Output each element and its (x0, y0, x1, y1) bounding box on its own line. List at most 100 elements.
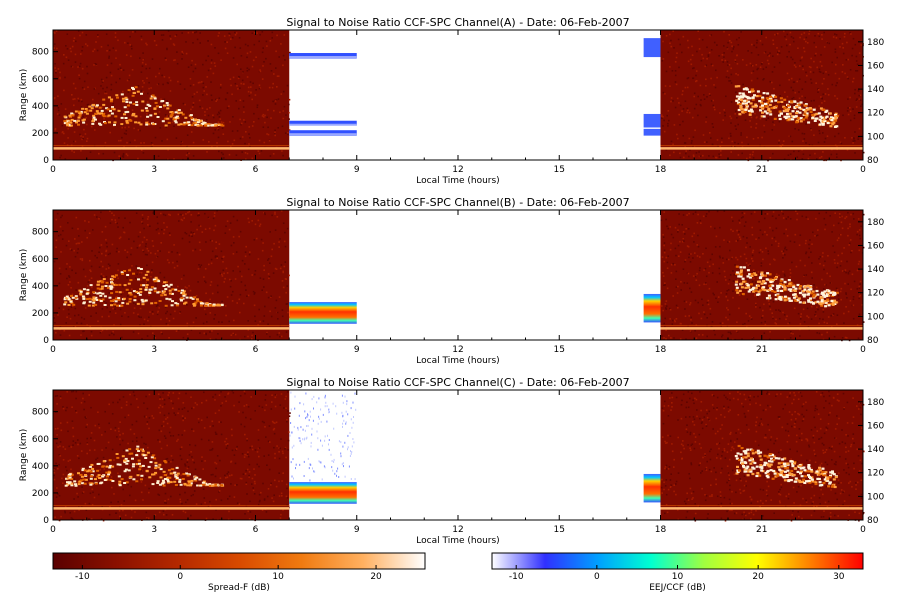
y2-tick-label: 180 (867, 38, 884, 48)
y-axis-label: Range (km) (19, 249, 29, 301)
x-tick-label: 18 (655, 525, 667, 535)
spread-f-plume-left (64, 445, 225, 487)
chart-panel-2: Signal to Noise Ratio CCF-SPC Channel(C)… (19, 376, 884, 546)
y2-tick-label: 160 (867, 421, 884, 431)
spread-f-plume-right (734, 85, 839, 128)
ccf-band (643, 473, 661, 503)
y-tick-label: 0 (43, 336, 49, 346)
colorbar-tick-label: -10 (509, 572, 524, 582)
y-axis-label: Range (km) (19, 69, 29, 121)
y-tick-label: 800 (32, 228, 49, 238)
eej-band (289, 130, 357, 136)
x-tick-label: 9 (354, 525, 360, 535)
colorbar-tick-label: 30 (833, 572, 845, 582)
y2-tick-label: 80 (867, 156, 879, 166)
y-tick-label: 800 (32, 48, 49, 58)
y-tick-label: 600 (32, 255, 49, 265)
x-tick-label: 9 (354, 165, 360, 175)
e-region-line (53, 147, 290, 150)
y-tick-label: 200 (32, 489, 49, 499)
y2-tick-label: 120 (867, 289, 884, 299)
e-region-line (660, 507, 863, 510)
e-region-line (53, 505, 290, 507)
y-axis-label: Range (km) (19, 429, 29, 481)
y-tick-label: 400 (32, 462, 49, 472)
x-tick-label: 6 (253, 525, 259, 535)
y2-tick-label: 80 (867, 336, 879, 346)
y-tick-label: 0 (43, 156, 49, 166)
x-tick-label: 12 (452, 345, 463, 355)
e-region-line (660, 327, 863, 330)
colorbar-tick-label: 0 (177, 572, 183, 582)
spread-f-plume-left (63, 86, 225, 127)
eej-band (289, 123, 357, 126)
ccf-band (643, 293, 661, 323)
spread-f-region (53, 210, 290, 340)
spread-f-plume-right (734, 265, 839, 308)
e-region-line (53, 327, 290, 330)
e-region-line (660, 505, 863, 507)
speckle-texture (53, 30, 291, 162)
y2-tick-label: 100 (867, 132, 884, 142)
spread-f-plume-left (63, 267, 224, 307)
spread-f-region (660, 390, 863, 520)
colorbar-0: -10 0 10 20 Spread-F (dB) (52, 552, 426, 593)
y2-tick-label: 100 (867, 492, 884, 502)
x-axis-label: Local Time (hours) (416, 356, 499, 366)
speckle-texture (660, 390, 865, 522)
colorbar-tick-label: -10 (75, 572, 90, 582)
x-tick-label: 12 (452, 165, 463, 175)
colorbar-gradient (52, 552, 426, 570)
chart-panel-0: Signal to Noise Ratio CCF-SPC Channel(A)… (19, 16, 884, 186)
y-tick-label: 200 (32, 309, 49, 319)
spread-f-region (53, 390, 290, 520)
y-tick-label: 400 (32, 282, 49, 292)
e-region-line (53, 325, 290, 327)
eej-band (289, 302, 357, 324)
y-tick-label: 600 (32, 435, 49, 445)
eej-band (289, 482, 357, 504)
x-tick-label: 9 (354, 345, 360, 355)
e-region-line (53, 507, 290, 510)
x-tick-label: 21 (756, 165, 767, 175)
y2-tick-label: 120 (867, 469, 884, 479)
chart-title: Signal to Noise Ratio CCF-SPC Channel(B)… (286, 196, 629, 209)
y2-tick-label: 100 (867, 312, 884, 322)
colorbar-tick-label: 10 (672, 572, 684, 582)
x-tick-label: 0 (860, 165, 866, 175)
x-tick-label: 15 (554, 525, 565, 535)
y2-tick-label: 140 (867, 445, 884, 455)
x-tick-label: 3 (151, 525, 157, 535)
x-tick-label: 21 (756, 525, 767, 535)
eej-band (289, 120, 357, 126)
eej-band (289, 133, 357, 136)
y2-tick-label: 80 (867, 516, 879, 526)
chart-panel-1: Signal to Noise Ratio CCF-SPC Channel(B)… (19, 196, 884, 366)
e-region-line (660, 145, 863, 147)
eej-band (289, 56, 357, 59)
x-tick-label: 15 (554, 345, 565, 355)
x-tick-label: 0 (860, 525, 866, 535)
chart-title: Signal to Noise Ratio CCF-SPC Channel(A)… (286, 16, 629, 29)
colorbar-tick-label: 10 (272, 572, 284, 582)
y2-tick-label: 160 (867, 241, 884, 251)
x-tick-label: 0 (50, 345, 56, 355)
x-tick-label: 0 (50, 525, 56, 535)
e-region-line (660, 325, 863, 327)
x-tick-label: 0 (860, 345, 866, 355)
x-tick-label: 15 (554, 165, 565, 175)
y-tick-label: 400 (32, 102, 49, 112)
y-tick-label: 600 (32, 75, 49, 85)
x-tick-label: 6 (253, 345, 259, 355)
speckle-texture (53, 390, 291, 522)
x-tick-label: 3 (151, 345, 157, 355)
colorbar-label: Spread-F (dB) (208, 583, 270, 593)
y2-tick-label: 140 (867, 265, 884, 275)
x-axis-label: Local Time (hours) (416, 176, 499, 186)
eej-scatter (289, 391, 357, 482)
y-tick-label: 800 (32, 408, 49, 418)
x-tick-label: 18 (655, 345, 667, 355)
ccf-band (643, 38, 661, 58)
y-tick-label: 200 (32, 129, 49, 139)
